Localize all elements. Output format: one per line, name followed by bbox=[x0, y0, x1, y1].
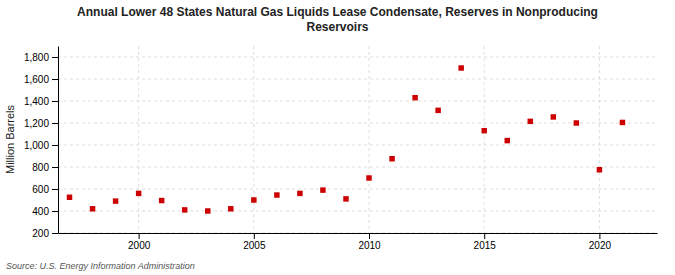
y-tick-label: 1,800 bbox=[24, 52, 49, 63]
y-grid-line bbox=[58, 57, 657, 58]
point bbox=[113, 198, 118, 203]
point bbox=[505, 138, 510, 143]
source-note: Source: U.S. Energy Information Administ… bbox=[6, 261, 195, 271]
y-grid-line bbox=[58, 211, 657, 212]
x-tick: 2020 bbox=[589, 233, 612, 251]
x-tick: 2010 bbox=[358, 233, 381, 251]
y-tick-label: 1,400 bbox=[24, 96, 49, 107]
y-tick: 200 bbox=[32, 228, 58, 239]
x-grid-line bbox=[369, 46, 370, 233]
y-tick-label: 600 bbox=[32, 184, 49, 195]
y-tick-label: 800 bbox=[32, 162, 49, 173]
y-grid-line bbox=[58, 145, 657, 146]
y-tick-label: 1,200 bbox=[24, 118, 49, 129]
point bbox=[228, 206, 233, 211]
title: Annual Lower 48 States Natural Gas Liqui… bbox=[77, 5, 598, 34]
y-tick-mark bbox=[52, 101, 58, 102]
x-axis: 2000 2005 2010 2015 2020 bbox=[59, 233, 658, 251]
y-tick-mark bbox=[52, 57, 58, 58]
y-tick-label: 200 bbox=[32, 228, 49, 239]
y-grid-line bbox=[58, 233, 657, 234]
point bbox=[159, 198, 164, 203]
x-tick-mark bbox=[484, 233, 485, 239]
x-tick-label: 2010 bbox=[358, 240, 381, 251]
y-grid-line bbox=[58, 101, 657, 102]
x-tick-mark bbox=[254, 233, 255, 239]
title-line: Annual Lower 48 States Natural Gas Liqui… bbox=[77, 5, 598, 19]
point bbox=[551, 114, 556, 119]
point bbox=[435, 108, 440, 113]
point bbox=[320, 187, 325, 192]
y-tick: 1,800 bbox=[24, 52, 58, 63]
x-tick-mark bbox=[599, 233, 600, 239]
point bbox=[458, 65, 463, 70]
x-tick: 2015 bbox=[474, 233, 497, 251]
point bbox=[481, 128, 486, 133]
point bbox=[67, 195, 72, 200]
chart: 2000 2005 2010 2015 2020 200 400 600 800 1,000 1,2… bbox=[0, 0, 675, 275]
point bbox=[251, 197, 256, 202]
point bbox=[205, 208, 210, 213]
x-grid-line bbox=[599, 46, 600, 233]
y-grid-line bbox=[58, 79, 657, 80]
y-tick-label: 400 bbox=[32, 206, 49, 217]
y-grid-line bbox=[58, 189, 657, 190]
x-tick-mark bbox=[139, 233, 140, 239]
point bbox=[90, 206, 95, 211]
points bbox=[67, 65, 625, 213]
x-tick-label: 2020 bbox=[589, 240, 612, 251]
y-tick-mark bbox=[52, 123, 58, 124]
y-tick: 1,400 bbox=[24, 96, 58, 107]
y-tick-mark bbox=[52, 145, 58, 146]
y-tick: 800 bbox=[32, 162, 58, 173]
title-line: Reservoirs bbox=[306, 20, 368, 34]
y-tick-mark bbox=[52, 79, 58, 80]
point bbox=[343, 196, 348, 201]
x-tick-mark bbox=[369, 233, 370, 239]
point bbox=[574, 120, 579, 125]
grid bbox=[58, 46, 657, 233]
y-tick-mark bbox=[52, 189, 58, 190]
y-axis: 200 400 600 800 1,000 1,200 1,400 1,600 1,800 bbox=[24, 47, 59, 239]
x-grid-line bbox=[253, 46, 254, 233]
y-tick: 1,000 bbox=[24, 140, 58, 151]
point bbox=[412, 95, 417, 100]
plot-area: 2000 2005 2010 2015 2020 200 400 600 800 1,000 1,2… bbox=[24, 46, 658, 251]
point bbox=[136, 191, 141, 196]
point bbox=[297, 191, 302, 196]
x-tick-label: 2015 bbox=[474, 240, 497, 251]
y-tick: 1,200 bbox=[24, 118, 58, 129]
y-grid-line bbox=[58, 123, 657, 124]
x-axis-line bbox=[59, 233, 658, 234]
x-tick-label: 2000 bbox=[128, 240, 151, 251]
point bbox=[597, 167, 602, 172]
point bbox=[366, 175, 371, 180]
y-tick-mark bbox=[52, 211, 58, 212]
point bbox=[528, 119, 533, 124]
point bbox=[182, 207, 187, 212]
x-tick: 2005 bbox=[243, 233, 266, 251]
y-tick: 600 bbox=[32, 184, 58, 195]
y-axis-title: Million Barrels bbox=[4, 104, 16, 174]
y-tick-label: 1,000 bbox=[24, 140, 49, 151]
y-tick-mark bbox=[52, 233, 58, 234]
y-tick-mark bbox=[52, 167, 58, 168]
point bbox=[620, 120, 625, 125]
x-grid-line bbox=[138, 46, 139, 233]
x-tick-label: 2005 bbox=[243, 240, 266, 251]
y-grid-line bbox=[58, 167, 657, 168]
point bbox=[389, 156, 394, 161]
y-axis-line bbox=[58, 47, 59, 234]
y-tick: 400 bbox=[32, 206, 58, 217]
y-tick: 1,600 bbox=[24, 74, 58, 85]
point bbox=[274, 192, 279, 197]
x-tick: 2000 bbox=[128, 233, 151, 251]
x-grid-line bbox=[484, 46, 485, 233]
y-tick-label: 1,600 bbox=[24, 74, 49, 85]
